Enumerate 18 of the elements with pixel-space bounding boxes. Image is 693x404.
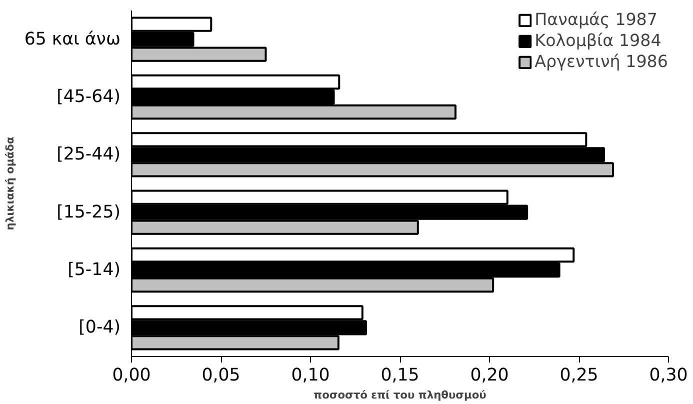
y-axis-title: ηλικιακή ομάδα [3, 136, 16, 230]
legend-label: Παναμάς 1987 [534, 10, 658, 29]
x-tick-label: 0,25 [560, 366, 598, 386]
x-tick-label: 0,30 [649, 366, 688, 386]
y-tick-label: [45-64) [56, 87, 121, 107]
legend-label: Κολομβία 1984 [534, 31, 662, 50]
y-tick-label: 65 και άνω [24, 29, 121, 50]
y-tick-label: [5-14) [68, 260, 121, 280]
x-tick-label: 0,05 [202, 366, 240, 386]
legend-label: Αργεντινή 1986 [534, 52, 668, 71]
x-tick-label: 0,15 [380, 366, 420, 386]
x-tick-label: 0,20 [470, 366, 509, 386]
x-tick-label: 0,10 [291, 366, 330, 386]
y-tick-label: [15-25) [56, 202, 121, 222]
y-tick-label: [25-44) [56, 144, 121, 165]
x-tick-label: 0,00 [112, 366, 151, 386]
y-tick-label: [0-4) [78, 318, 121, 338]
x-axis-title: ποσοστό επί του πληθυσμού [314, 388, 486, 402]
